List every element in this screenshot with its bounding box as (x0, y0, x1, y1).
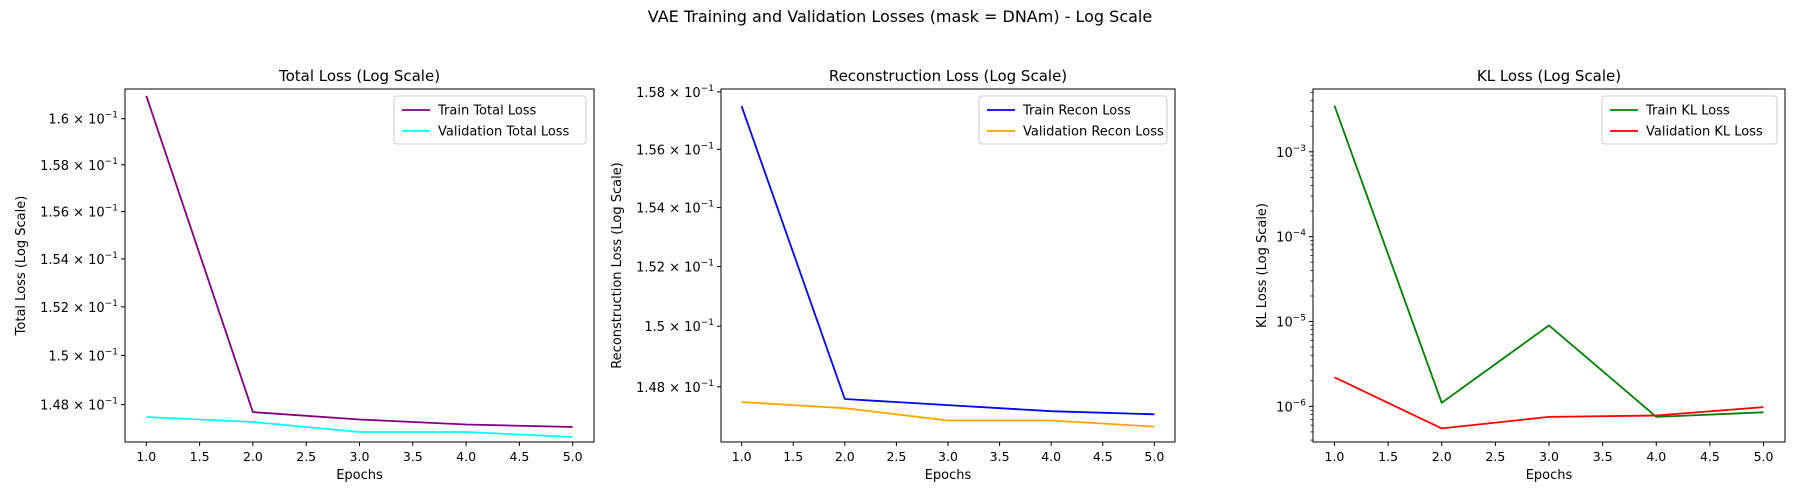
y-tick-label: 1.6 × 10−1 (48, 111, 118, 128)
y-tick-label: 1.5 × 10−1 (48, 347, 118, 364)
y-tick-label: 10−6 (1276, 398, 1306, 415)
x-tick-label: 2.5 (1485, 449, 1505, 464)
axes-frame (1312, 88, 1786, 443)
x-tick-label: 2.0 (243, 449, 263, 464)
series-line-1 (1333, 105, 1764, 418)
x-tick-label: 1.5 (783, 449, 803, 464)
legend: Train Total Loss Validation Total Loss (393, 95, 587, 145)
x-tick-label: 4.5 (1700, 449, 1720, 464)
chart-title: KL Loss (Log Scale) (1477, 67, 1621, 85)
y-tick-label: 1.56 × 10−1 (636, 141, 714, 158)
axes-frame (124, 88, 595, 443)
chart-title: Total Loss (Log Scale) (278, 67, 440, 85)
x-tick-label: 2.0 (835, 449, 855, 464)
legend-box (393, 95, 587, 145)
y-tick-label: 10−3 (1276, 144, 1306, 161)
legend-label: Validation KL Loss (1646, 125, 1763, 140)
legend-box (978, 95, 1168, 145)
legend-label: Train Total Loss (437, 104, 537, 119)
y-tick-label: 1.54 × 10−1 (40, 251, 118, 268)
x-tick-label: 3.0 (938, 449, 958, 464)
series-line-2 (1334, 376, 1764, 430)
x-tick-label: 3.5 (1593, 449, 1613, 464)
legend-box (1601, 95, 1778, 145)
x-tick-label: 1.5 (1378, 449, 1398, 464)
x-tick-label: 3.5 (990, 449, 1010, 464)
x-tick-label: 1.0 (1325, 449, 1345, 464)
x-tick-label: 4.5 (509, 449, 529, 464)
x-tick-label: 4.5 (1093, 449, 1113, 464)
figure-suptitle: VAE Training and Validation Losses (mask… (648, 7, 1152, 26)
y-tick-label: 1.48 × 10−1 (40, 397, 118, 414)
y-tick-label: 1.58 × 10−1 (40, 157, 118, 174)
y-axis-label: KL Loss (Log Scale) (1255, 203, 1270, 328)
x-tick-label: 3.0 (350, 449, 370, 464)
y-tick-label: 1.5 × 10−1 (644, 318, 714, 335)
series-line-1 (740, 105, 1155, 416)
legend-label: Validation Recon Loss (1023, 125, 1164, 140)
y-axis-label: Total Loss (Log Scale) (14, 196, 29, 337)
legend: Train KL Loss Validation KL Loss (1601, 95, 1778, 145)
x-tick-label: 3.0 (1539, 449, 1559, 464)
legend-label: Validation Total Loss (438, 125, 570, 140)
chart-3: KL Loss (Log Scale) 1.0 1.5 2.0 2.5 3.0 3.5 4.0… (1255, 67, 1786, 483)
x-tick-label: 5.0 (1754, 449, 1774, 464)
y-tick-label: 10−5 (1276, 314, 1306, 331)
x-tick-label: 1.0 (732, 449, 752, 464)
x-axis-label: Epochs (1526, 468, 1573, 483)
y-tick-label: 1.52 × 10−1 (636, 258, 714, 275)
series-line-1 (145, 95, 573, 428)
x-axis-label: Epochs (336, 468, 383, 483)
chart-2: Reconstruction Loss (Log Scale) 1.0 1.5 2.0… (610, 67, 1176, 483)
x-tick-label: 4.0 (1041, 449, 1061, 464)
x-tick-label: 2.5 (296, 449, 316, 464)
y-tick-label: 1.54 × 10−1 (636, 200, 714, 217)
x-tick-label: 5.0 (1144, 449, 1164, 464)
y-tick-label: 1.58 × 10−1 (636, 84, 714, 101)
legend-label: Train Recon Loss (1022, 104, 1131, 119)
axes-frame (720, 88, 1176, 443)
y-tick-label: 1.56 × 10−1 (40, 204, 118, 221)
legend: Train Recon Loss Validation Recon Loss (978, 95, 1168, 145)
x-tick-label: 4.0 (1646, 449, 1666, 464)
y-tick-label: 1.48 × 10−1 (636, 379, 714, 396)
x-tick-label: 2.0 (1432, 449, 1452, 464)
y-tick-label: 1.52 × 10−1 (40, 299, 118, 316)
chart-title: Reconstruction Loss (Log Scale) (829, 67, 1067, 85)
x-tick-label: 3.5 (403, 449, 423, 464)
x-tick-label: 4.0 (456, 449, 476, 464)
y-tick-label: 10−4 (1276, 229, 1306, 246)
x-tick-label: 2.5 (886, 449, 906, 464)
series-line-2 (741, 401, 1155, 428)
x-tick-label: 5.0 (563, 449, 583, 464)
legend-label: Train KL Loss (1645, 104, 1730, 119)
y-axis-label: Reconstruction Loss (Log Scale) (610, 162, 625, 369)
x-tick-label: 1.5 (190, 449, 210, 464)
series-line-2 (146, 416, 573, 438)
x-tick-label: 1.0 (136, 449, 156, 464)
chart-1: Total Loss (Log Scale) 1.0 1.5 2.0 2.5 3.0 3.5… (14, 67, 595, 483)
x-axis-label: Epochs (925, 468, 972, 483)
